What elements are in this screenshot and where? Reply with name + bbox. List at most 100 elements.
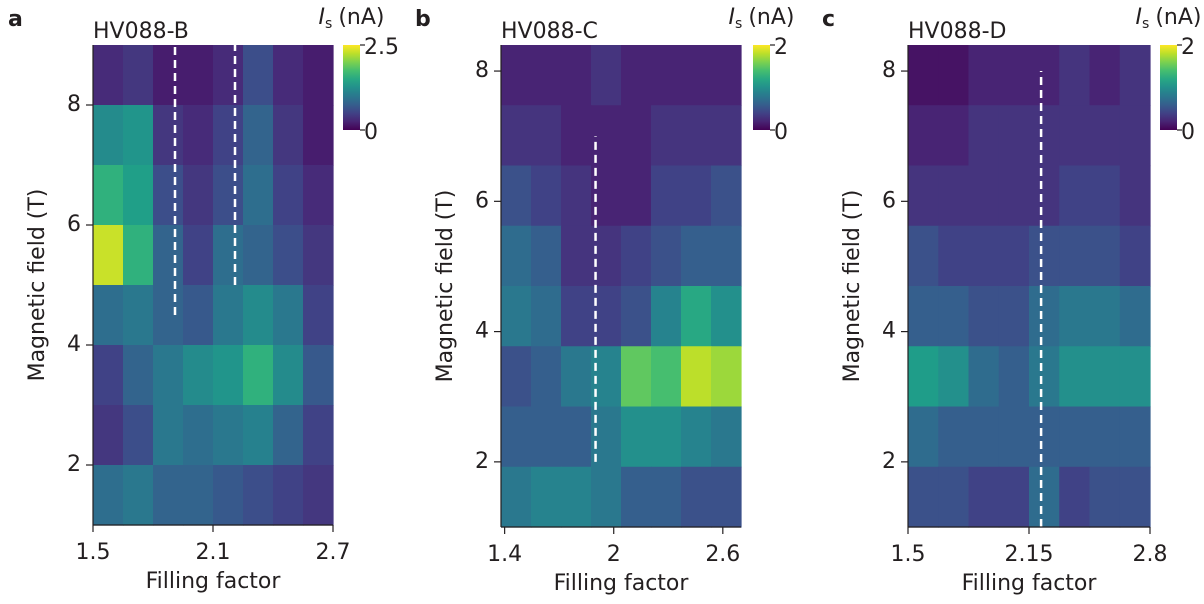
heatmap-cell (501, 45, 532, 106)
y-tick-label: 4 (67, 332, 81, 357)
heatmap-cell (711, 346, 742, 408)
heatmap-cell (998, 286, 1030, 347)
heatmap-cell (968, 225, 1000, 287)
heatmap-cell (273, 465, 304, 526)
heatmap-cell (273, 285, 304, 346)
heatmap-cell (938, 105, 970, 167)
heatmap-cell (153, 45, 184, 106)
heatmap-cell (303, 105, 334, 166)
heatmap-cell (1089, 286, 1121, 347)
heatmap-cell (501, 286, 532, 347)
panel-letter: a (8, 7, 23, 32)
colorbar-unit: (nA) (1155, 5, 1201, 30)
heatmap-cell (561, 286, 592, 347)
heatmap-cell (561, 466, 592, 528)
heatmap-cell (1059, 406, 1091, 468)
heatmap-cell (273, 165, 304, 226)
heatmap-cell (1089, 165, 1121, 227)
heatmap-cell (153, 225, 184, 286)
heatmap-cell (183, 405, 214, 466)
heatmap-cell (243, 105, 274, 166)
heatmap-cell (1089, 225, 1121, 287)
x-tick-label: 2.8 (1133, 542, 1168, 567)
heatmap-cell (123, 465, 154, 526)
heatmap-cell (93, 345, 124, 406)
heatmap-cell (243, 285, 274, 346)
colorbar-label: Is (nA) (729, 5, 795, 32)
heatmap-cell (153, 345, 184, 406)
heatmap-cell (213, 165, 244, 226)
y-axis-label: Magnetic field (T) (840, 190, 865, 383)
heatmap-cell (273, 105, 304, 166)
x-tick-label: 1.5 (76, 540, 111, 565)
y-tick-label: 8 (882, 58, 896, 83)
heatmap-cell (93, 405, 124, 466)
heatmap-cell (153, 165, 184, 226)
heatmap-cell (303, 165, 334, 226)
heatmap-cell (908, 45, 939, 106)
heatmap-cell (213, 105, 244, 166)
heatmap-cell (1059, 105, 1091, 167)
heatmap-cell (711, 165, 742, 227)
heatmap-cell (243, 345, 274, 406)
heatmap-cell (1029, 105, 1060, 167)
heatmap-cell (93, 105, 124, 166)
heatmap-cell (651, 466, 682, 528)
heatmap-cell (938, 225, 970, 287)
heatmap-cell (243, 405, 274, 466)
colorbar-symbol: I (729, 5, 736, 30)
panel-title: HV088-D (908, 19, 1006, 44)
heatmap-cell (938, 466, 970, 528)
colorbar (753, 45, 770, 130)
heatmap-cell (621, 466, 652, 528)
heatmap-cell (303, 465, 334, 526)
heatmap-cell (501, 406, 532, 468)
colorbar-tick-label: 2.5 (364, 35, 399, 60)
y-tick-label: 4 (882, 319, 896, 344)
heatmap-cell (1029, 286, 1060, 347)
heatmap-cell (998, 406, 1030, 468)
heatmap-cell (561, 165, 592, 227)
y-tick-label: 6 (475, 188, 489, 213)
heatmap-cell (651, 286, 682, 347)
heatmap-cell (1059, 165, 1091, 227)
heatmap-cell (1059, 45, 1091, 106)
heatmap-cell (183, 165, 214, 226)
heatmap-cell (711, 225, 742, 287)
heatmap-cell (1119, 225, 1151, 287)
colorbar-tick-label: 0 (364, 120, 378, 145)
heatmap-cell (183, 225, 214, 286)
heatmap-cell (998, 466, 1030, 528)
heatmap-cell (938, 165, 970, 227)
heatmap-cell (1089, 45, 1121, 106)
heatmap-cell (501, 165, 532, 227)
heatmap-cell (93, 465, 124, 526)
heatmap-cell (153, 105, 184, 166)
colorbar-subscript: s (1142, 16, 1149, 32)
heatmap-cell (531, 406, 562, 468)
heatmap-cell (273, 345, 304, 406)
heatmap-cell (651, 45, 682, 106)
heatmap-cell (153, 465, 184, 526)
heatmap-cell (908, 406, 939, 468)
heatmap-cell (213, 405, 244, 466)
heatmap-cell (183, 285, 214, 346)
heatmap-cell (213, 225, 244, 286)
heatmap-cell (908, 286, 939, 347)
heatmap-cell (1059, 466, 1091, 528)
heatmap-cell (681, 105, 712, 167)
y-tick-label: 2 (67, 452, 81, 477)
heatmap-cell (1029, 466, 1060, 528)
heatmap-cell (968, 105, 1000, 167)
y-tick-label: 6 (882, 188, 896, 213)
heatmap-cell (1119, 466, 1151, 528)
x-tick-label: 2 (607, 542, 621, 567)
heatmap-cell (183, 45, 214, 106)
heatmap-cell (968, 406, 1000, 468)
colorbar-subscript: s (325, 16, 332, 32)
heatmap-cell (93, 165, 124, 226)
heatmap-cell (243, 225, 274, 286)
heatmap-cell (908, 225, 939, 287)
heatmap-cell (93, 285, 124, 346)
